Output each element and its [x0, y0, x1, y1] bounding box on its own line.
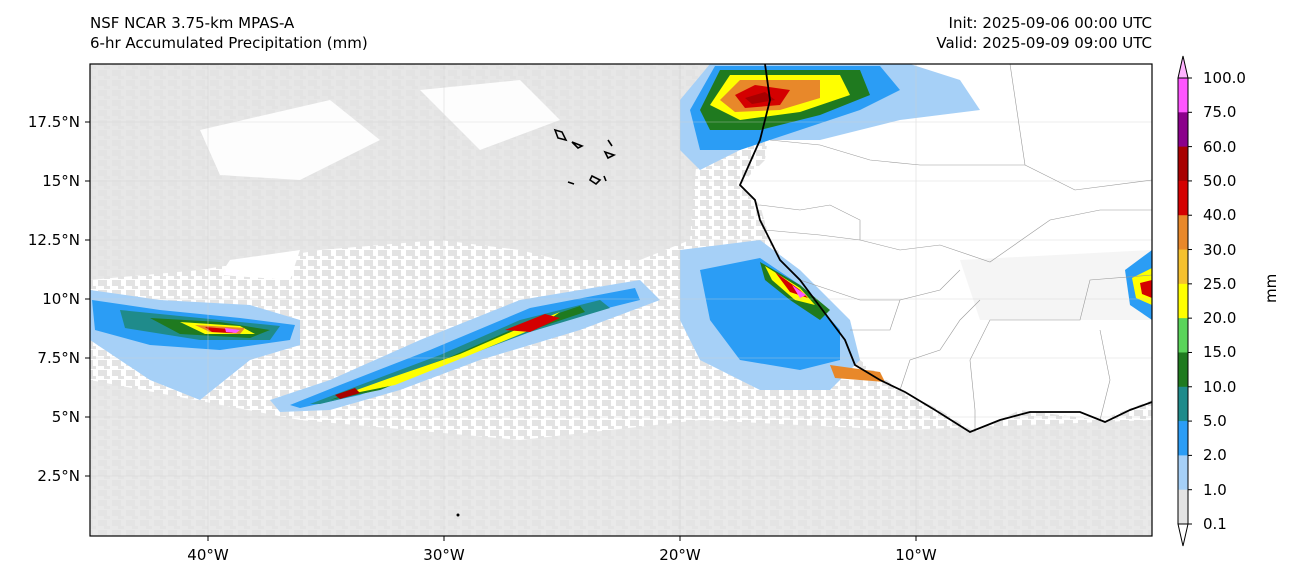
axis-ticks: [85, 121, 917, 541]
lat-label: 5°N: [51, 408, 80, 426]
colorbar-level-label: 30.0: [1203, 240, 1237, 259]
lon-label: 10°W: [895, 546, 937, 564]
cape-verde-islands: [553, 128, 617, 186]
coastline: [738, 64, 1152, 434]
title-right: Init: 2025-09-06 00:00 UTC Valid: 2025-0…: [936, 13, 1152, 53]
lat-label: 17.5°N: [27, 113, 80, 131]
colorbar-level-label: 15.0: [1203, 343, 1237, 362]
colorbar-level-label: 2.0: [1203, 446, 1227, 465]
colorbar-level-label: 1.0: [1203, 480, 1227, 499]
colorbar-level-label: 40.0: [1203, 206, 1237, 225]
map-frame: [89, 63, 1153, 537]
lon-label: 20°W: [659, 546, 701, 564]
model-title: NSF NCAR 3.75-km MPAS-A: [90, 14, 295, 32]
colorbar-level-label: 100.0: [1203, 69, 1246, 87]
colorbar-swatch: [1178, 352, 1188, 388]
colorbar-top-arrow: [1177, 55, 1189, 79]
colorbar-swatch: [1178, 386, 1188, 422]
colorbar-swatch: [1178, 318, 1188, 353]
colorbar: [1177, 55, 1192, 547]
colorbar-swatch: [1178, 421, 1188, 456]
lat-label: 7.5°N: [37, 349, 80, 367]
colorbar-swatch: [1178, 112, 1188, 148]
colorbar-level-label: 20.0: [1203, 309, 1237, 328]
lat-label: 2.5°N: [37, 467, 80, 485]
colorbar-swatch: [1178, 489, 1188, 525]
colorbar-swatch: [1178, 146, 1188, 182]
lat-label: 12.5°N: [27, 231, 80, 249]
valid-time: Valid: 2025-09-09 09:00 UTC: [936, 34, 1152, 52]
lon-label: 30°W: [423, 546, 465, 564]
colorbar-level-label: 5.0: [1203, 412, 1227, 431]
colorbar-level-label: 10.0: [1203, 377, 1237, 396]
colorbar-swatch: [1178, 455, 1188, 491]
country-borders: [759, 64, 1152, 432]
colorbar-swatch: [1178, 215, 1188, 251]
init-time: Init: 2025-09-06 00:00 UTC: [948, 14, 1152, 32]
field-title: 6-hr Accumulated Precipitation (mm): [90, 34, 368, 52]
colorbar-swatch: [1178, 78, 1188, 113]
colorbar-level-label: 50.0: [1203, 171, 1237, 190]
colorbar-bottom-arrow: [1177, 523, 1189, 547]
title-left: NSF NCAR 3.75-km MPAS-A 6-hr Accumulated…: [90, 13, 368, 53]
colorbar-level-label: 25.0: [1203, 274, 1237, 293]
colorbar-level-label: 60.0: [1203, 137, 1237, 156]
lat-label: 10°N: [42, 290, 80, 308]
map-field: [90, 64, 1152, 536]
lat-label: 15°N: [42, 172, 80, 190]
lon-label: 40°W: [187, 546, 229, 564]
colorbar-swatch: [1178, 180, 1188, 216]
colorbar-unit: mm: [1262, 273, 1280, 303]
colorbar-swatch: [1178, 249, 1188, 285]
colorbar-level-label: 0.1: [1203, 515, 1227, 533]
colorbar-swatch: [1178, 283, 1188, 319]
colorbar-level-label: 75.0: [1203, 103, 1237, 122]
